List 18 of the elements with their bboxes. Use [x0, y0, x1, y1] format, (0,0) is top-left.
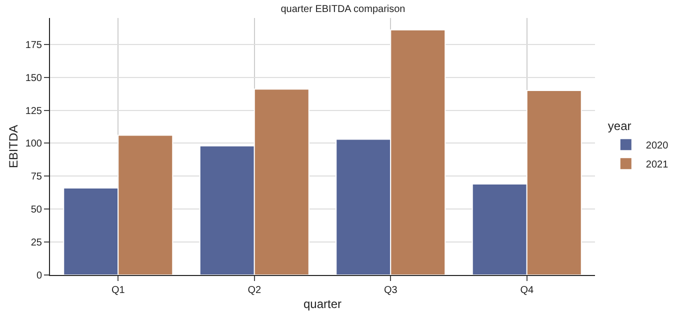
legend-title: year	[608, 119, 632, 134]
y-tick-label: 150	[25, 72, 42, 84]
legend-label: 2021	[646, 160, 669, 170]
y-tick-label: 100	[25, 138, 42, 150]
x-tick-label: Q1	[111, 285, 126, 296]
chart-title: quarter EBITDA comparison	[280, 4, 406, 15]
x-tick-label: Q2	[248, 285, 262, 296]
y-tick-label: 25	[30, 238, 42, 249]
legend-label: 2020	[646, 140, 669, 152]
x-tick-label: Q4	[520, 285, 534, 296]
y-tick-label: 175	[25, 40, 42, 51]
x-tick-label: Q3	[384, 285, 398, 296]
y-axis-title: EBITDA	[6, 124, 21, 168]
y-tick-label: 50	[30, 204, 42, 216]
y-tick-label: 0	[36, 270, 42, 282]
y-tick-label: 125	[25, 106, 42, 117]
x-axis-title: quarter	[303, 296, 342, 311]
y-tick-label: 75	[30, 172, 42, 183]
